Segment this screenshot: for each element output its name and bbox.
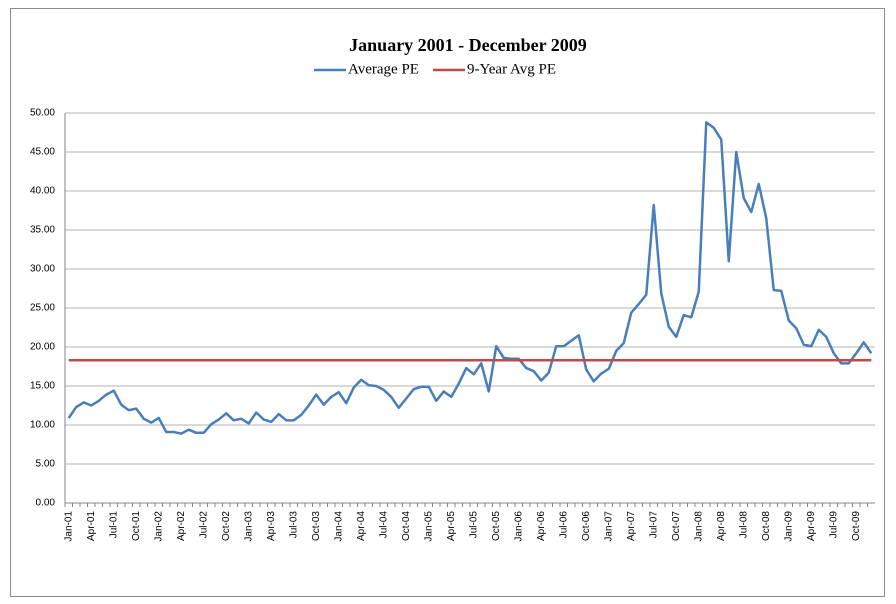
chart-border — [10, 8, 885, 597]
y-tick-label: 10.00 — [30, 420, 55, 431]
x-tick-label: Oct-04 — [401, 511, 412, 541]
x-tick-label: Jan-04 — [333, 511, 344, 542]
y-tick-label: 40.00 — [30, 186, 55, 197]
x-tick-label: Oct-05 — [491, 511, 502, 541]
chart-title: January 2001 - December 2009 — [349, 35, 587, 55]
x-tick-label: Jul-08 — [738, 511, 749, 539]
x-tick-label: Oct-06 — [581, 511, 592, 541]
y-tick-label: 25.00 — [30, 303, 55, 314]
x-tick-label: Oct-08 — [761, 511, 772, 541]
y-tick-label: 30.00 — [30, 264, 55, 275]
legend-label: Average PE — [348, 61, 419, 77]
y-tick-label: 45.00 — [30, 147, 55, 158]
x-tick-label: Oct-07 — [671, 511, 682, 541]
x-tick-label: Jan-06 — [513, 511, 524, 542]
legend-label: 9-Year Avg PE — [467, 61, 556, 77]
y-tick-label: 5.00 — [36, 459, 56, 470]
y-tick-label: 35.00 — [30, 225, 55, 236]
x-tick-label: Apr-09 — [806, 511, 817, 541]
x-tick-label: Apr-02 — [176, 511, 187, 541]
x-tick-label: Oct-01 — [131, 511, 142, 541]
x-tick-label: Jan-05 — [423, 511, 434, 542]
x-tick-label: Jan-07 — [603, 511, 614, 542]
x-tick-label: Jul-01 — [108, 511, 119, 539]
x-tick-label: Apr-04 — [356, 511, 367, 541]
x-tick-label: Jul-03 — [288, 511, 299, 539]
x-tick-label: Oct-03 — [311, 511, 322, 541]
x-tick-label: Jul-06 — [558, 511, 569, 539]
x-tick-label: Apr-01 — [86, 511, 97, 541]
x-tick-label: Jan-08 — [693, 511, 704, 542]
x-tick-label: Oct-02 — [221, 511, 232, 541]
x-tick-label: Jan-03 — [243, 511, 254, 542]
x-tick-label: Apr-07 — [626, 511, 637, 541]
x-tick-label: Jul-05 — [468, 511, 479, 539]
x-tick-label: Apr-08 — [716, 511, 727, 541]
x-tick-label: Jan-01 — [63, 511, 74, 542]
y-tick-label: 50.00 — [30, 108, 55, 119]
x-tick-label: Jul-04 — [378, 511, 389, 539]
x-tick-label: Apr-06 — [536, 511, 547, 541]
data-line — [67, 121, 873, 435]
x-tick-label: Jul-09 — [828, 511, 839, 539]
x-tick-label: Jan-02 — [153, 511, 164, 542]
x-tick-label: Jul-07 — [648, 511, 659, 539]
x-tick-label: Jul-02 — [198, 511, 209, 539]
y-tick-label: 0.00 — [36, 498, 56, 509]
x-tick-label: Apr-03 — [266, 511, 277, 541]
x-tick-label: Apr-05 — [446, 511, 457, 541]
x-tick-label: Oct-09 — [851, 511, 862, 541]
y-tick-label: 20.00 — [30, 342, 55, 353]
y-tick-label: 15.00 — [30, 381, 55, 392]
x-tick-label: Jan-09 — [783, 511, 794, 542]
